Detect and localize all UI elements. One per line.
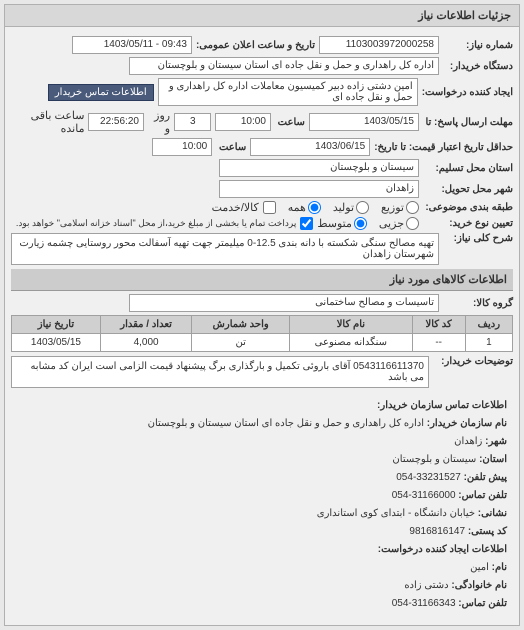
- org-postal: 9816816147: [409, 526, 465, 537]
- req-name-label: نام:: [492, 562, 507, 573]
- buyer-contact-button[interactable]: اطلاعات تماس خریدار: [48, 84, 154, 101]
- req-phone-label: تلفن تماس:: [458, 598, 507, 609]
- radio-dist[interactable]: توزیع: [381, 201, 419, 214]
- org-postal-label: کد پستی:: [468, 526, 507, 537]
- location-label: استان محل تسلیم:: [423, 163, 513, 174]
- org-name: اداره کل راهداری و حمل و نقل جاده ای است…: [148, 418, 424, 429]
- remain-label: ساعت باقی مانده: [11, 109, 84, 135]
- org-city-label: شهر:: [485, 436, 507, 447]
- radio-all[interactable]: همه: [288, 201, 321, 214]
- cell-code: --: [412, 334, 465, 352]
- need-number-label: شماره نیاز:: [443, 40, 513, 51]
- budget-radio-group: توزیع تولید همه کالا/خدمت: [212, 201, 419, 214]
- buyer-field: اداره کل راهداری و حمل و نقل جاده ای است…: [129, 57, 439, 75]
- products-table: ردیف کد کالا نام کالا واحد شمارش تعداد /…: [11, 315, 513, 352]
- payment-note-checkbox[interactable]: پرداخت تمام یا بخشی از مبلغ خرید،از محل …: [16, 217, 313, 230]
- col-need-date: تاریخ نیاز: [12, 316, 101, 334]
- budget-type-label: طبقه بندی موضوعی:: [423, 202, 513, 213]
- org-province-label: استان:: [479, 454, 507, 465]
- creator-field: امین دشتی زاده دبیر کمیسیون معاملات ادار…: [158, 78, 418, 106]
- org-city: زاهدان: [454, 436, 482, 447]
- payment-note-label: پرداخت تمام یا بخشی از مبلغ خرید،از محل …: [16, 218, 296, 229]
- cell-need-date: 1403/05/15: [12, 334, 101, 352]
- price-validity-date-field: 1403/06/15: [250, 138, 370, 156]
- delivery-city-field: زاهدان: [219, 180, 419, 198]
- col-unit: واحد شمارش: [192, 316, 290, 334]
- deadline-label: مهلت ارسال پاسخ: تا: [423, 117, 513, 128]
- org-fax-label: تلفن تماس:: [458, 490, 507, 501]
- buyer-label: دستگاه خریدار:: [443, 61, 513, 72]
- org-prefax: 33231527-054: [396, 472, 461, 483]
- req-name: امین: [470, 562, 489, 573]
- radio-dist-label: توزیع: [381, 201, 404, 214]
- cell-row: 1: [465, 334, 512, 352]
- cell-name: سنگدانه مصنوعی: [290, 334, 412, 352]
- req-family-label: نام خانوادگی:: [451, 580, 507, 591]
- wholesale-label: کالا/خدمت: [212, 201, 259, 214]
- table-row: 1 -- سنگدانه مصنوعی تن 4,000 1403/05/15: [12, 334, 513, 352]
- need-details-panel: جزئیات اطلاعات نیاز شماره نیاز: 11030039…: [4, 4, 520, 626]
- org-name-label: نام سازمان خریدار:: [427, 418, 507, 429]
- creator-label: ایجاد کننده درخواست:: [422, 87, 513, 98]
- purchase-radio-group: جزیی متوسط: [317, 217, 419, 230]
- delivery-city-label: شهر محل تحویل:: [423, 184, 513, 195]
- announce-datetime-label: تاریخ و ساعت اعلان عمومی:: [196, 40, 315, 51]
- org-section-title: اطلاعات تماس سازمان خریدار:: [377, 400, 507, 411]
- buyer-notes-label: توضیحات خریدار:: [433, 356, 513, 367]
- buyer-notes-field: 0543116611370 آقای باروئی تکمیل و بارگذا…: [11, 356, 429, 388]
- panel-title: جزئیات اطلاعات نیاز: [5, 5, 519, 27]
- price-validity-time-field: 10:00: [152, 138, 212, 156]
- req-phone: 31166343-054: [392, 598, 456, 609]
- org-address: خیابان دانشگاه - ابتدای کوی استانداری: [317, 508, 475, 519]
- col-row: ردیف: [465, 316, 512, 334]
- radio-medium-label: متوسط: [317, 217, 352, 230]
- col-code: کد کالا: [412, 316, 465, 334]
- purchase-type-label: تعیین نوع خرید:: [423, 218, 513, 229]
- price-validity-label: حداقل تاریخ اعتبار قیمت: تا تاریخ:: [374, 142, 513, 153]
- radio-prod-label: تولید: [333, 201, 354, 214]
- org-contact-block: اطلاعات تماس سازمان خریدار: نام سازمان خ…: [11, 391, 513, 619]
- table-header-row: ردیف کد کالا نام کالا واحد شمارش تعداد /…: [12, 316, 513, 334]
- announce-datetime-field: 09:43 - 1403/05/11: [72, 36, 192, 54]
- need-number-field: 1103003972000258: [319, 36, 439, 54]
- deadline-date-field: 1403/05/15: [309, 113, 419, 131]
- products-section-title: اطلاعات کالاهای مورد نیاز: [11, 269, 513, 291]
- req-family: دشتی زاده: [404, 580, 448, 591]
- remain-days-field: 3: [174, 113, 211, 131]
- cell-unit: تن: [192, 334, 290, 352]
- radio-prod[interactable]: تولید: [333, 201, 369, 214]
- org-fax: 31166000-054: [392, 490, 456, 501]
- org-address-label: نشانی:: [478, 508, 507, 519]
- wholesale-checkbox[interactable]: کالا/خدمت: [212, 201, 276, 214]
- desc-label: شرح کلی نیاز:: [443, 233, 513, 244]
- radio-partial-label: جزیی: [379, 217, 404, 230]
- time-label-2: ساعت: [216, 142, 246, 153]
- cell-qty: 4,000: [100, 334, 191, 352]
- time-label-1: ساعت: [275, 117, 305, 128]
- col-name: نام کالا: [290, 316, 412, 334]
- radio-partial[interactable]: جزیی: [379, 217, 419, 230]
- product-group-field: تاسیسات و مصالح ساختمانی: [129, 294, 439, 312]
- radio-medium[interactable]: متوسط: [317, 217, 367, 230]
- location-field: سیستان و بلوچستان: [219, 159, 419, 177]
- org-prefax-label: پیش تلفن:: [464, 472, 507, 483]
- desc-field: تهیه مصالح سنگی شکسته با دانه بندی 12.5-…: [11, 233, 439, 265]
- org-province: سیستان و بلوچستان: [392, 454, 476, 465]
- product-group-label: گروه کالا:: [443, 298, 513, 309]
- requester-section-title: اطلاعات ایجاد کننده درخواست:: [378, 544, 507, 555]
- remain-days-label: روز و: [148, 109, 170, 135]
- remain-time-field: 22:56:20: [88, 113, 144, 131]
- deadline-time-field: 10:00: [215, 113, 271, 131]
- col-qty: تعداد / مقدار: [100, 316, 191, 334]
- radio-all-label: همه: [288, 201, 306, 214]
